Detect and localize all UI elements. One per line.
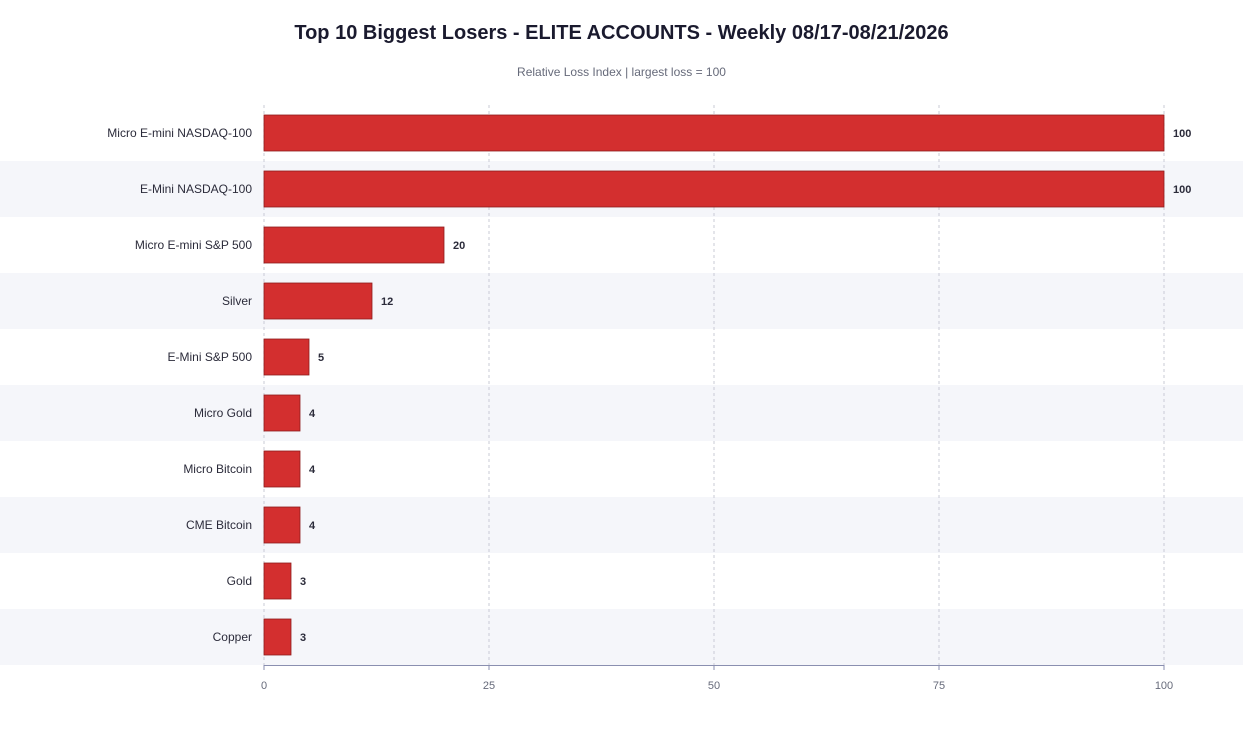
category-label: Copper <box>213 630 252 644</box>
category-label: Micro E-mini NASDAQ-100 <box>107 126 252 140</box>
data-label: 5 <box>318 352 324 364</box>
category-label: E-Mini S&P 500 <box>168 350 253 364</box>
data-label: 3 <box>300 632 306 644</box>
data-label: 100 <box>1173 184 1191 196</box>
x-tick-label: 25 <box>483 680 495 692</box>
chart-title: Top 10 Biggest Losers - ELITE ACCOUNTS -… <box>294 22 949 44</box>
category-label: Micro Bitcoin <box>183 462 252 476</box>
data-label: 12 <box>381 296 393 308</box>
category-label: E-Mini NASDAQ-100 <box>140 182 252 196</box>
category-label: Micro Gold <box>194 406 252 420</box>
bar <box>263 562 292 600</box>
category-label: Silver <box>222 294 252 308</box>
data-label: 4 <box>309 408 316 420</box>
row-band <box>0 385 1243 441</box>
category-label: Micro E-mini S&P 500 <box>135 238 252 252</box>
data-label: 4 <box>309 520 316 532</box>
bar <box>263 450 301 488</box>
x-tick-label: 50 <box>708 680 720 692</box>
bar <box>263 506 301 544</box>
bar <box>263 282 373 320</box>
row-band <box>0 497 1243 553</box>
bar <box>263 114 1165 152</box>
x-tick-label: 75 <box>933 680 945 692</box>
data-label: 3 <box>300 576 306 588</box>
category-label: CME Bitcoin <box>186 518 252 532</box>
data-label: 20 <box>453 240 465 252</box>
bar <box>263 394 301 432</box>
row-band <box>0 609 1243 665</box>
chart-subtitle: Relative Loss Index | largest loss = 100 <box>517 65 726 79</box>
category-label: Gold <box>227 574 252 588</box>
row-band <box>0 273 1243 329</box>
bar <box>263 226 445 264</box>
bar <box>263 618 292 656</box>
x-tick-label: 0 <box>261 680 267 692</box>
x-tick-label: 100 <box>1155 680 1173 692</box>
data-label: 100 <box>1173 128 1191 140</box>
bar <box>263 170 1165 208</box>
bar <box>263 338 310 376</box>
data-label: 4 <box>309 464 316 476</box>
